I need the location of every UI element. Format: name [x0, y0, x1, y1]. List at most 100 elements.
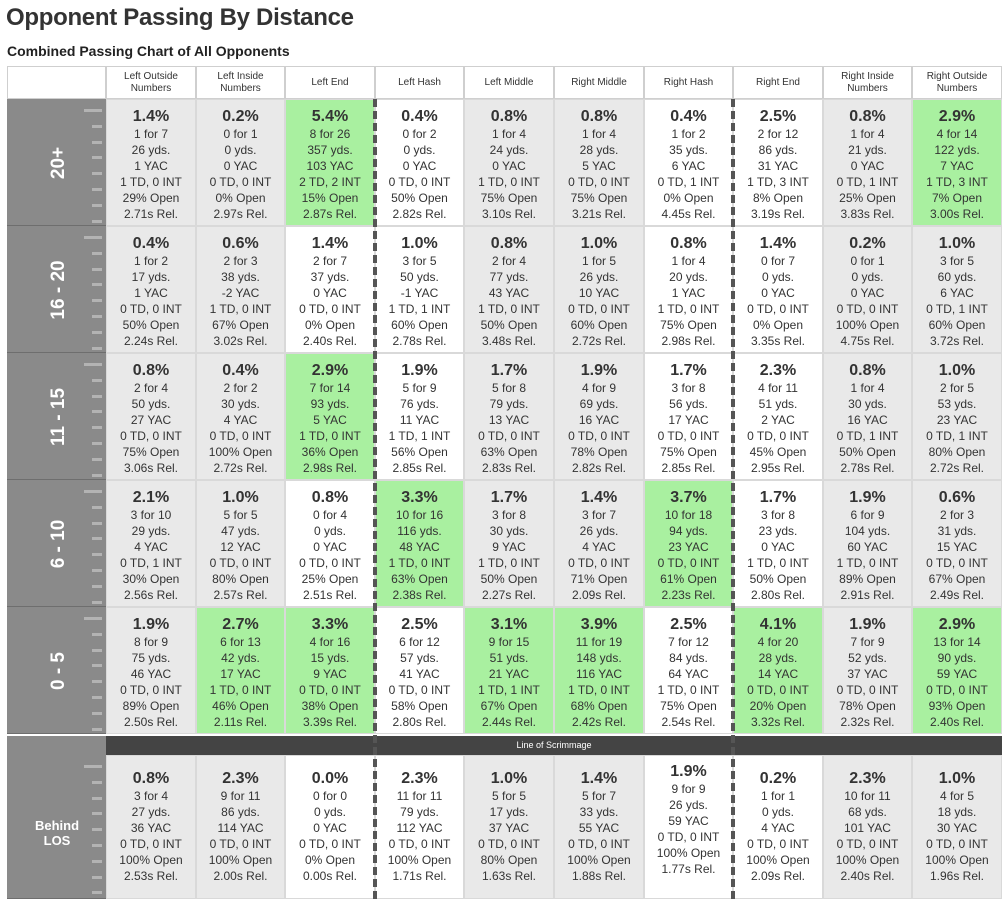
zone-cell[interactable]: 3.9% 11 for 19 148 yds. 116 YAC 1 TD, 0 INT 6…	[554, 607, 644, 734]
zone-cell[interactable]: 1.4% 1 for 7 26 yds. 1 YAC 1 TD, 0 INT 29% Op…	[106, 99, 196, 226]
zone-cell[interactable]: 1.7% 3 for 8 56 yds. 17 YAC 0 TD, 0 INT 75% O…	[644, 353, 733, 480]
zone-cell[interactable]: 1.9% 4 for 9 69 yds. 16 YAC 0 TD, 0 INT 78% O…	[554, 353, 644, 480]
zone-cell[interactable]: 1.9% 8 for 9 75 yds. 46 YAC 0 TD, 0 INT 89% O…	[106, 607, 196, 734]
zone-cell[interactable]: 0.8% 0 for 4 0 yds. 0 YAC 0 TD, 0 INT 25% Ope…	[285, 480, 375, 607]
target-share: 2.3%	[222, 770, 259, 787]
target-share: 0.6%	[938, 489, 976, 506]
zone-cell[interactable]: 2.9% 13 for 14 90 yds. 59 YAC 0 TD, 0 INT 93%…	[912, 607, 1002, 734]
zone-cell[interactable]: 1.9% 6 for 9 104 yds. 60 YAC 1 TD, 0 INT 89% …	[823, 480, 912, 607]
zone-cell[interactable]: 2.3% 10 for 11 68 yds. 101 YAC 0 TD, 0 INT 10…	[823, 755, 912, 899]
zone-cell[interactable]: 1.9% 5 for 9 76 yds. 11 YAC 1 TD, 1 INT 56% O…	[375, 353, 464, 480]
zone-cell[interactable]: 1.4% 5 for 7 33 yds. 55 YAC 0 TD, 0 INT 100% …	[554, 755, 644, 899]
open-rate: 89% Open	[122, 699, 180, 713]
zone-cell[interactable]: 0.2% 1 for 1 0 yds. 4 YAC 0 TD, 0 INT 100% Op…	[733, 755, 823, 899]
zone-cell[interactable]: 1.4% 3 for 7 26 yds. 4 YAC 0 TD, 0 INT 71% Op…	[554, 480, 644, 607]
zone-cell[interactable]: 1.4% 2 for 7 37 yds. 0 YAC 0 TD, 0 INT 0% Ope…	[285, 226, 375, 353]
passing-yards: 21 yds.	[848, 143, 887, 157]
zone-cell[interactable]: 0.4% 2 for 2 30 yds. 4 YAC 0 TD, 0 INT 100% O…	[196, 353, 285, 480]
zone-cell[interactable]: 0.6% 2 for 3 38 yds. -2 YAC 1 TD, 0 INT 67% O…	[196, 226, 285, 353]
target-share: 0.0%	[311, 770, 349, 787]
yard-tick	[92, 680, 102, 684]
zone-cell[interactable]: 0.4% 1 for 2 17 yds. 1 YAC 0 TD, 0 INT 50% Op…	[106, 226, 196, 353]
zone-cell[interactable]: 5.4% 8 for 26 357 yds. 103 YAC 2 TD, 2 INT 15…	[285, 99, 375, 226]
zone-cell[interactable]: 0.4% 1 for 2 35 yds. 6 YAC 0 TD, 1 INT 0% Ope…	[644, 99, 733, 226]
zone-cell[interactable]: 1.7% 3 for 8 23 yds. 0 YAC 1 TD, 0 INT 50% Op…	[733, 480, 823, 607]
touchdowns-interceptions: 0 TD, 0 INT	[836, 837, 899, 851]
passing-yards: 15 yds.	[310, 651, 350, 665]
release-time: 0.00s Rel.	[302, 869, 358, 883]
zone-cell[interactable]: 2.3% 11 for 11 79 yds. 112 YAC 0 TD, 0 INT 10…	[375, 755, 464, 899]
zone-cell[interactable]: 2.9% 7 for 14 93 yds. 5 YAC 1 TD, 0 INT 36% O…	[285, 353, 375, 480]
zone-cell[interactable]: 3.3% 4 for 16 15 yds. 9 YAC 0 TD, 0 INT 38% O…	[285, 607, 375, 734]
target-share: 0.8%	[670, 235, 707, 252]
zone-cell[interactable]: 1.4% 0 for 7 0 yds. 0 YAC 0 TD, 0 INT 0% Open…	[733, 226, 823, 353]
zone-cell[interactable]: 0.8% 2 for 4 50 yds. 27 YAC 0 TD, 0 INT 75% O…	[106, 353, 196, 480]
yard-tick	[92, 140, 102, 144]
touchdowns-interceptions: 0 TD, 0 INT	[747, 429, 809, 443]
touchdowns-interceptions: 0 TD, 0 INT	[657, 429, 720, 443]
zone-cell[interactable]: 2.5% 2 for 12 86 yds. 31 YAC 1 TD, 3 INT 8% O…	[733, 99, 823, 226]
zone-cell[interactable]: 1.0% 5 for 5 17 yds. 37 YAC 0 TD, 0 INT 80% O…	[464, 755, 554, 899]
zone-cell[interactable]: 1.9% 9 for 9 26 yds. 59 YAC 0 TD, 0 INT 100% …	[644, 755, 733, 899]
zone-cell[interactable]: 1.7% 5 for 8 79 yds. 13 YAC 0 TD, 0 INT 63% O…	[464, 353, 554, 480]
open-rate: 63% Open	[391, 572, 448, 586]
zone-cell[interactable]: 0.8% 2 for 4 77 yds. 43 YAC 1 TD, 0 INT 50% O…	[464, 226, 554, 353]
chart-subtitle: Combined Passing Chart of All Opponents	[7, 43, 290, 59]
zone-cell[interactable]: 1.0% 3 for 5 50 yds. -1 YAC 1 TD, 1 INT 60% O…	[375, 226, 464, 353]
zone-cell[interactable]: 0.8% 1 for 4 20 yds. 1 YAC 1 TD, 0 INT 75% Op…	[644, 226, 733, 353]
passing-yards: 26 yds.	[669, 798, 708, 812]
zone-cell[interactable]: 0.0% 0 for 0 0 yds. 0 YAC 0 TD, 0 INT 0% Open…	[285, 755, 375, 899]
zone-cell[interactable]: 2.3% 9 for 11 86 yds. 114 YAC 0 TD, 0 INT 100…	[196, 755, 285, 899]
zone-cell[interactable]: 0.4% 0 for 2 0 yds. 0 YAC 0 TD, 0 INT 50% Ope…	[375, 99, 464, 226]
row-label: 20+	[48, 146, 69, 179]
open-rate: 75% Open	[122, 445, 180, 459]
yard-tick	[84, 490, 102, 493]
zone-cell[interactable]: 2.7% 6 for 13 42 yds. 17 YAC 1 TD, 0 INT 46% …	[196, 607, 285, 734]
zone-cell[interactable]: 1.0% 4 for 5 18 yds. 30 YAC 0 TD, 0 INT 100% …	[912, 755, 1002, 899]
zone-cell[interactable]: 2.5% 6 for 12 57 yds. 41 YAC 0 TD, 0 INT 58% …	[375, 607, 464, 734]
zone-cell[interactable]: 0.8% 3 for 4 27 yds. 36 YAC 0 TD, 0 INT 100% …	[106, 755, 196, 899]
passing-yards: 122 yds.	[934, 143, 980, 157]
passing-yards: 23 yds.	[758, 524, 798, 538]
zone-cell[interactable]: 0.2% 0 for 1 0 yds. 0 YAC 0 TD, 0 INT 0% Open…	[196, 99, 285, 226]
zone-cell[interactable]: 2.5% 7 for 12 84 yds. 64 YAC 1 TD, 0 INT 75% …	[644, 607, 733, 734]
completions: 0 for 4	[312, 508, 348, 522]
zone-cell[interactable]: 2.1% 3 for 10 29 yds. 4 YAC 0 TD, 1 INT 30% O…	[106, 480, 196, 607]
zone-cell[interactable]: 3.1% 9 for 15 51 yds. 21 YAC 1 TD, 1 INT 67% …	[464, 607, 554, 734]
zone-cell[interactable]: 2.9% 4 for 14 122 yds. 7 YAC 1 TD, 3 INT 7% O…	[912, 99, 1002, 226]
zone-cell[interactable]: 4.1% 4 for 20 28 yds. 14 YAC 0 TD, 0 INT 20% …	[733, 607, 823, 734]
zone-cell[interactable]: 0.8% 1 for 4 28 yds. 5 YAC 0 TD, 0 INT 75% Op…	[554, 99, 644, 226]
yards-after-catch: 0 YAC	[492, 159, 526, 173]
column-header-label: Left Outside Numbers	[124, 70, 178, 94]
zone-cell[interactable]: 0.8% 1 for 4 30 yds. 16 YAC 0 TD, 1 INT 50% O…	[823, 353, 912, 480]
open-rate: 36% Open	[301, 445, 359, 459]
zone-cell[interactable]: 1.7% 3 for 8 30 yds. 9 YAC 1 TD, 0 INT 50% Op…	[464, 480, 554, 607]
open-rate: 89% Open	[839, 572, 896, 586]
zone-cell[interactable]: 2.3% 4 for 11 51 yds. 2 YAC 0 TD, 0 INT 45% O…	[733, 353, 823, 480]
zone-cell[interactable]: 0.6% 2 for 3 31 yds. 15 YAC 0 TD, 0 INT 67% O…	[912, 480, 1002, 607]
zone-cell[interactable]: 1.0% 2 for 5 53 yds. 23 YAC 0 TD, 1 INT 80% O…	[912, 353, 1002, 480]
passing-yards: 0 yds.	[761, 270, 794, 284]
touchdowns-interceptions: 1 TD, 0 INT	[747, 556, 809, 570]
zone-cell[interactable]: 0.8% 1 for 4 24 yds. 0 YAC 1 TD, 0 INT 75% Op…	[464, 99, 554, 226]
zone-cell[interactable]: 0.8% 1 for 4 21 yds. 0 YAC 0 TD, 1 INT 25% Op…	[823, 99, 912, 226]
zone-cell[interactable]: 0.2% 0 for 1 0 yds. 0 YAC 0 TD, 0 INT 100% Op…	[823, 226, 912, 353]
zone-cell[interactable]: 3.7% 10 for 18 94 yds. 23 YAC 0 TD, 0 INT 61%…	[644, 480, 733, 607]
hash-line	[373, 99, 377, 899]
zone-cell[interactable]: 3.3% 10 for 16 116 yds. 48 YAC 1 TD, 0 INT 63…	[375, 480, 464, 607]
zone-cell[interactable]: 1.0% 1 for 5 26 yds. 10 YAC 0 TD, 0 INT 60% O…	[554, 226, 644, 353]
completions: 3 for 8	[671, 381, 706, 395]
zone-cell[interactable]: 1.9% 7 for 9 52 yds. 37 YAC 0 TD, 0 INT 78% O…	[823, 607, 912, 734]
target-share: 0.4%	[670, 108, 707, 125]
target-share: 1.0%	[938, 362, 976, 379]
open-rate: 50% Open	[391, 191, 448, 205]
yards-after-catch: 6 YAC	[671, 159, 706, 173]
yard-tick	[92, 812, 102, 816]
yard-tick	[92, 632, 102, 636]
zone-cell[interactable]: 1.0% 5 for 5 47 yds. 12 YAC 0 TD, 0 INT 80% O…	[196, 480, 285, 607]
yard-tick	[92, 521, 102, 525]
release-time: 3.00s Rel.	[929, 207, 985, 221]
completions: 2 for 3	[939, 508, 975, 522]
zone-cell[interactable]: 1.0% 3 for 5 60 yds. 6 YAC 0 TD, 1 INT 60% Op…	[912, 226, 1002, 353]
yards-after-catch: 5 YAC	[313, 413, 347, 427]
